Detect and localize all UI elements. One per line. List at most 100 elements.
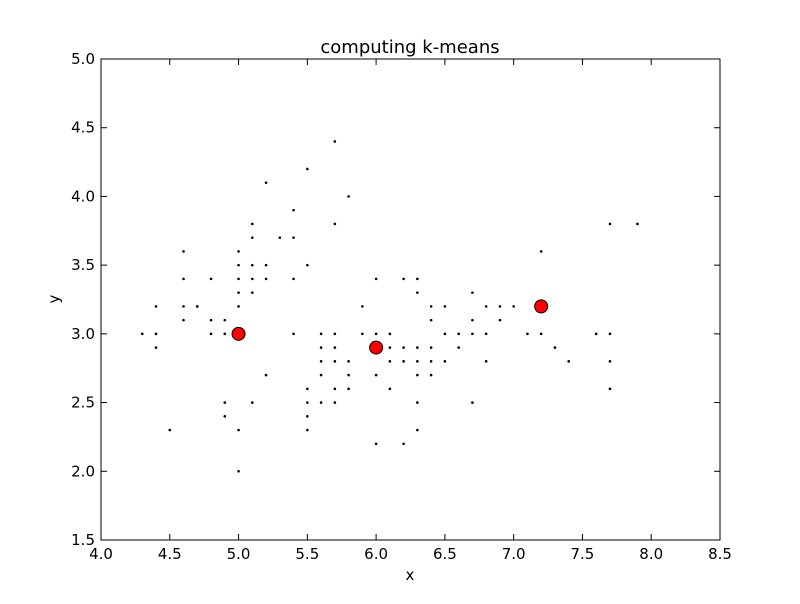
data-point <box>251 263 254 267</box>
x-tick-label: 5.5 <box>295 545 319 563</box>
data-point <box>484 305 488 308</box>
data-point <box>402 277 405 281</box>
data-point <box>292 332 295 336</box>
data-point <box>264 277 268 281</box>
data-point <box>306 401 309 404</box>
data-point <box>374 277 378 281</box>
data-point <box>361 332 364 336</box>
y-tick-label: 2.5 <box>71 394 95 412</box>
x-tick-label: 5.0 <box>227 545 251 563</box>
data-point <box>168 428 172 432</box>
data-point <box>251 401 254 404</box>
data-point <box>443 305 447 308</box>
data-point <box>471 401 474 404</box>
data-point <box>484 332 488 336</box>
data-point <box>237 428 240 432</box>
data-point <box>416 401 419 404</box>
data-point <box>416 277 419 281</box>
y-tick-label: 4.0 <box>71 187 95 205</box>
data-point <box>429 346 433 349</box>
data-point <box>498 318 502 322</box>
data-point <box>264 181 268 184</box>
data-point <box>416 373 419 377</box>
data-point <box>319 401 323 404</box>
data-point <box>237 263 240 267</box>
y-tick-label: 5.0 <box>71 50 95 68</box>
data-point <box>471 332 474 336</box>
data-point <box>429 360 433 363</box>
x-axis-label: x <box>406 566 415 584</box>
centroid-point <box>369 340 384 355</box>
data-point <box>388 387 392 391</box>
data-point <box>402 346 405 349</box>
data-point <box>402 442 405 446</box>
data-point <box>526 332 529 336</box>
data-point <box>608 222 612 226</box>
centroid-point <box>534 299 549 314</box>
data-point <box>347 373 350 377</box>
data-point <box>416 360 419 363</box>
data-point <box>237 469 240 473</box>
data-point <box>292 277 295 281</box>
data-point <box>457 346 460 349</box>
data-point <box>278 236 282 239</box>
centroid-point <box>231 326 246 341</box>
data-point <box>553 346 557 349</box>
data-point <box>333 140 337 143</box>
plot-area-frame <box>100 58 721 541</box>
data-point <box>608 332 612 336</box>
data-point <box>306 415 309 418</box>
data-point <box>347 387 350 391</box>
data-point <box>182 250 185 253</box>
data-point <box>333 346 337 349</box>
x-tick-label: 8.5 <box>708 545 732 563</box>
data-point <box>416 428 419 432</box>
data-point <box>154 305 158 308</box>
data-point <box>319 360 323 363</box>
data-point <box>443 332 447 336</box>
data-point <box>264 373 268 377</box>
data-point <box>636 222 639 226</box>
data-point <box>182 277 185 281</box>
y-tick-label: 4.5 <box>71 119 95 137</box>
data-point <box>306 428 309 432</box>
data-point <box>182 318 185 322</box>
data-point <box>402 360 405 363</box>
data-point <box>292 208 295 212</box>
data-point <box>594 332 598 336</box>
data-point <box>319 346 323 349</box>
data-point <box>567 360 570 363</box>
data-point <box>333 401 337 404</box>
data-point <box>443 360 447 363</box>
y-tick-label: 2.0 <box>71 462 95 480</box>
data-point <box>319 332 323 336</box>
x-tick-label: 7.5 <box>571 545 595 563</box>
data-point <box>498 305 502 308</box>
data-point <box>471 291 474 294</box>
y-tick-label: 3.0 <box>71 325 95 343</box>
data-point <box>195 305 199 308</box>
data-point <box>154 332 158 336</box>
data-point <box>429 318 433 322</box>
data-point <box>416 291 419 294</box>
data-point <box>223 318 227 322</box>
data-point <box>223 332 227 336</box>
data-point <box>333 222 337 226</box>
data-point <box>292 236 295 239</box>
data-point <box>512 305 515 308</box>
data-point <box>237 291 240 294</box>
data-point <box>237 250 240 253</box>
data-point <box>209 332 213 336</box>
data-point <box>539 250 543 253</box>
data-point <box>306 387 309 391</box>
data-point <box>223 401 227 404</box>
data-point <box>209 277 213 281</box>
data-point <box>251 222 254 226</box>
data-point <box>306 167 309 171</box>
data-point <box>484 360 488 363</box>
data-point <box>264 263 268 267</box>
data-point <box>237 277 240 281</box>
x-tick-label: 7.0 <box>502 545 526 563</box>
